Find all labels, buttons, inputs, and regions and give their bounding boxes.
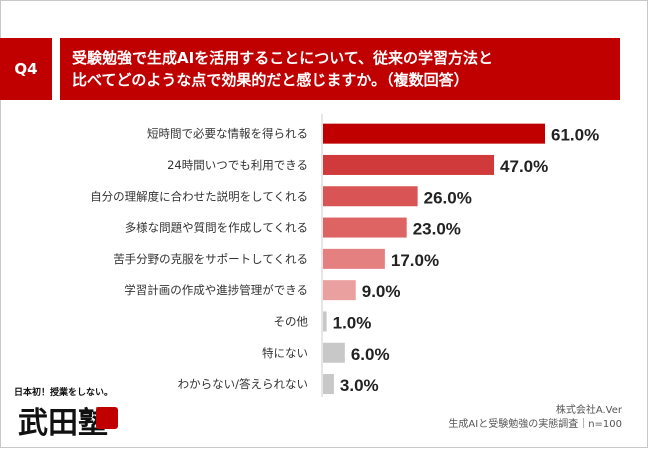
bar <box>323 186 418 207</box>
bar <box>323 374 334 395</box>
category-label: 短時間で必要な情報を得られる <box>147 127 308 141</box>
bar <box>323 123 545 144</box>
survey-source: 株式会社A.Ver 生成AIと受験勉強の実態調査｜n=100 <box>448 404 622 432</box>
juku-logo: 日本初！授業をしない。 武田塾 <box>14 385 124 443</box>
bar <box>323 154 495 175</box>
value-label: 9.0% <box>362 282 401 301</box>
category-label: わからない/答えられない <box>178 377 308 391</box>
question-header: Q4 受験勉強で生成AIを活用することについて、従来の学習方法と 比べてどのよう… <box>0 38 650 100</box>
value-label: 47.0% <box>500 157 548 176</box>
category-label: 苦手分野の克服をサポートしてくれる <box>113 252 308 266</box>
logo-mark: 武田塾 <box>18 406 118 441</box>
logo-name: 武田塾 <box>18 406 108 441</box>
bar <box>323 311 327 332</box>
survey-name: 生成AIと受験勉強の実態調査｜n=100 <box>448 419 622 430</box>
category-label: 24時間いつでも利用できる <box>167 158 308 172</box>
bar <box>323 248 385 269</box>
category-label: 多様な問題や質問を作成してくれる <box>125 221 308 235</box>
bar <box>323 342 345 363</box>
bar <box>323 217 407 238</box>
value-label: 1.0% <box>333 313 372 332</box>
value-label: 61.0% <box>551 126 599 145</box>
value-label: 26.0% <box>424 188 472 207</box>
value-label: 3.0% <box>340 376 379 395</box>
category-label: その他 <box>274 314 309 328</box>
value-label: 23.0% <box>413 220 461 239</box>
question-title-line-1: 受験勉強で生成AIを活用することについて、従来の学習方法と <box>72 49 493 67</box>
logo-tagline: 日本初！授業をしない。 <box>14 388 114 398</box>
question-title: 受験勉強で生成AIを活用することについて、従来の学習方法と 比べてどのような点で… <box>60 38 620 100</box>
category-label: 学習計画の作成や進捗管理ができる <box>124 283 308 297</box>
bar <box>323 280 356 301</box>
question-title-line-2: 比べてどのような点で効果的だと感じますか。（複数回答） <box>72 71 469 89</box>
question-number: Q4 <box>0 38 52 100</box>
logo-seal <box>96 407 118 429</box>
category-label: 特にない <box>262 346 308 360</box>
bar-chart: 短時間で必要な情報を得られる 61.0% 24時間いつでも利用できる 47.0% 自分の… <box>90 114 599 397</box>
category-label: 自分の理解度に合わせた説明をしてくれる <box>90 189 308 203</box>
value-label: 17.0% <box>391 251 439 270</box>
survey-company: 株式会社A.Ver <box>555 405 622 416</box>
value-label: 6.0% <box>351 345 390 364</box>
